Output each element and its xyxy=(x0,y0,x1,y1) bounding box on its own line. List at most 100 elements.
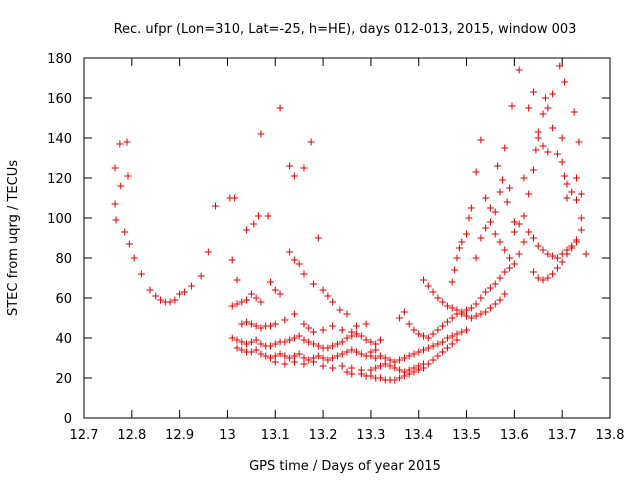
data-point xyxy=(367,366,375,374)
data-point xyxy=(563,194,571,202)
data-point xyxy=(310,280,318,288)
y-tick-label: 80 xyxy=(55,252,72,267)
data-point xyxy=(453,336,461,344)
data-point xyxy=(486,304,494,312)
data-point xyxy=(252,294,260,302)
data-point xyxy=(482,308,490,316)
data-point xyxy=(290,310,298,318)
data-point xyxy=(448,278,456,286)
data-point xyxy=(367,372,375,380)
data-point xyxy=(362,320,370,328)
y-tick-label: 140 xyxy=(47,132,72,147)
data-point xyxy=(338,326,346,334)
data-point xyxy=(429,330,437,338)
data-point xyxy=(319,326,327,334)
data-point xyxy=(281,338,289,346)
data-point xyxy=(333,352,341,360)
data-point xyxy=(396,374,404,382)
data-point xyxy=(561,78,569,86)
data-point xyxy=(477,234,485,242)
data-point xyxy=(415,348,423,356)
data-point xyxy=(146,286,154,294)
data-point xyxy=(276,290,284,298)
data-point xyxy=(233,300,241,308)
data-point xyxy=(262,352,270,360)
data-point xyxy=(396,366,404,374)
data-point xyxy=(367,352,375,360)
data-point xyxy=(496,274,504,282)
x-tick-label: 13.3 xyxy=(356,428,385,443)
data-point xyxy=(281,360,289,368)
y-tick-label: 160 xyxy=(47,92,72,107)
data-point xyxy=(498,176,506,184)
data-point xyxy=(157,296,165,304)
data-point xyxy=(539,142,547,150)
data-point xyxy=(544,104,552,112)
data-point xyxy=(372,364,380,372)
data-point xyxy=(137,270,145,278)
y-tick-label: 40 xyxy=(55,332,72,347)
x-tick-label: 13.6 xyxy=(500,428,529,443)
data-point xyxy=(271,286,279,294)
data-point xyxy=(458,238,466,246)
data-point xyxy=(286,336,294,344)
x-axis-label: GPS time / Days of year 2015 xyxy=(249,459,441,474)
x-tick-label: 12.8 xyxy=(117,428,146,443)
data-point xyxy=(443,334,451,342)
data-point xyxy=(250,220,258,228)
data-point xyxy=(453,254,461,262)
data-point xyxy=(410,326,418,334)
data-point xyxy=(314,352,322,360)
data-point xyxy=(376,374,384,382)
data-point xyxy=(496,188,504,196)
data-point xyxy=(472,312,480,320)
data-point xyxy=(243,296,251,304)
data-point xyxy=(300,360,308,368)
data-point xyxy=(305,338,313,346)
data-point xyxy=(429,356,437,364)
plot-frame xyxy=(83,57,611,419)
data-point xyxy=(180,288,188,296)
data-point xyxy=(166,298,174,306)
data-point xyxy=(573,174,581,182)
data-point xyxy=(477,310,485,318)
x-tick-label: 12.7 xyxy=(70,428,99,443)
data-point xyxy=(290,256,298,264)
data-point xyxy=(506,254,514,262)
data-point xyxy=(463,312,471,320)
axis-tick-labels: 12.7 12.8 12.9 13 13.1 13.2 13.3 13.4 13.5 13.6 13… xyxy=(47,52,624,443)
data-point xyxy=(391,364,399,372)
data-point xyxy=(506,264,514,272)
data-point xyxy=(491,280,499,288)
data-point xyxy=(130,254,138,262)
data-point xyxy=(362,336,370,344)
data-point xyxy=(520,174,528,182)
data-point xyxy=(295,332,303,340)
data-point xyxy=(486,204,494,212)
data-point xyxy=(534,274,542,282)
data-point xyxy=(372,346,380,354)
data-point xyxy=(396,356,404,364)
data-point xyxy=(310,328,318,336)
data-point xyxy=(257,130,265,138)
data-point xyxy=(424,334,432,342)
data-point xyxy=(525,190,533,198)
data-point xyxy=(286,248,294,256)
data-point xyxy=(348,364,356,372)
x-tick-label: 13.7 xyxy=(548,428,577,443)
data-point xyxy=(281,352,289,360)
data-point xyxy=(247,338,255,346)
data-point xyxy=(463,306,471,314)
data-point xyxy=(336,306,344,314)
data-point xyxy=(415,366,423,374)
data-point xyxy=(271,320,279,328)
data-point xyxy=(300,320,308,328)
data-point xyxy=(152,292,160,300)
data-point xyxy=(238,346,246,354)
data-point xyxy=(290,334,298,342)
data-point xyxy=(314,342,322,350)
data-point xyxy=(247,290,255,298)
data-point xyxy=(539,276,547,284)
data-point xyxy=(329,298,337,306)
